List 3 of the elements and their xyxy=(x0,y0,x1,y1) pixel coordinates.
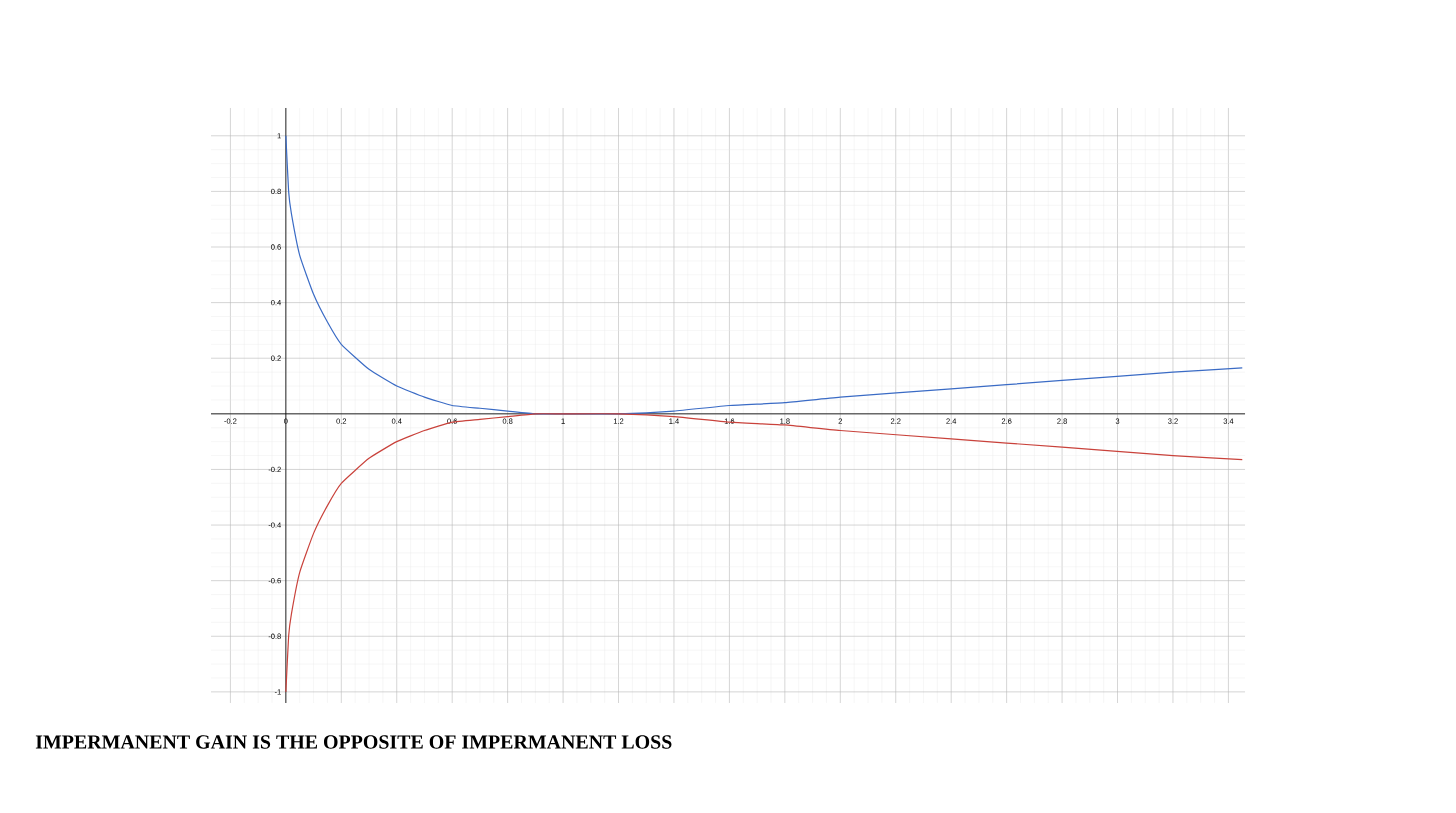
text: IMPERMANENT GAIN IS THE OPPOSITE OF IMPERMANENT LOSS xyxy=(35,735,672,749)
line-series xyxy=(285,135,1243,415)
line-series xyxy=(285,413,1243,693)
